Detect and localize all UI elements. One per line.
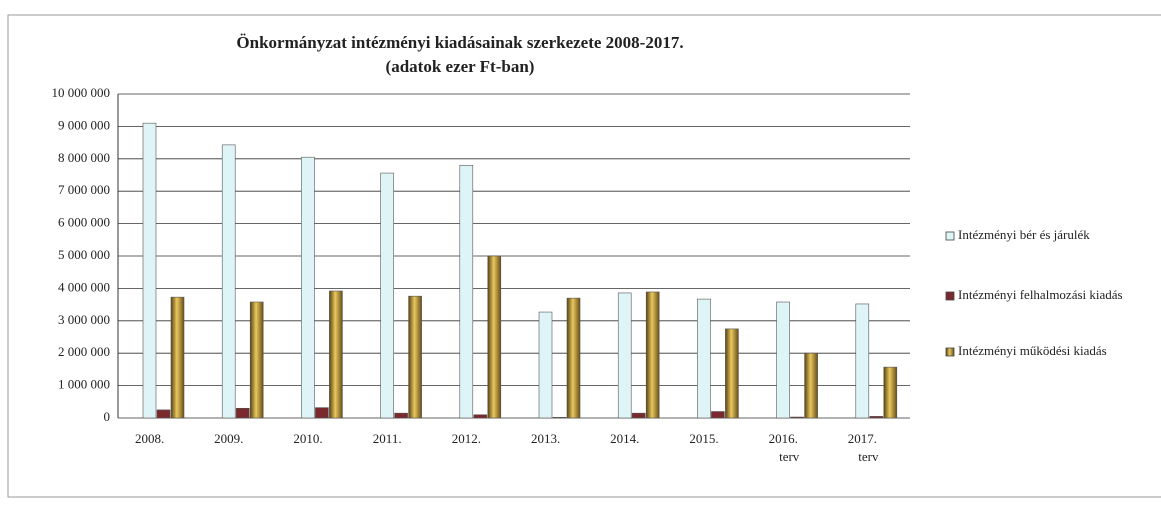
bar <box>711 411 725 419</box>
bar <box>697 298 711 419</box>
y-tick-label: 10 000 000 <box>52 85 111 100</box>
bar <box>170 296 185 419</box>
bar <box>617 292 632 419</box>
bar <box>776 301 790 419</box>
y-tick-label: 8 000 000 <box>58 150 110 165</box>
chart-title: Önkormányzat intézményi kiadásainak szer… <box>236 33 683 52</box>
bar <box>156 409 171 419</box>
bar <box>538 311 553 419</box>
x-tick-label: 2017. terv <box>848 431 879 464</box>
x-tick-label: 2008. <box>135 431 164 446</box>
bar <box>249 301 264 419</box>
x-tick-label: 2015. <box>689 431 718 446</box>
x-tick-label: 2010. <box>293 431 322 446</box>
bar <box>394 412 408 419</box>
bar <box>552 417 567 419</box>
bar <box>380 172 394 419</box>
bar <box>804 352 818 419</box>
x-tick-label: 2011. <box>373 431 402 446</box>
y-tick-label: 6 000 000 <box>58 215 110 230</box>
bar <box>408 295 422 419</box>
bar <box>566 297 581 419</box>
legend-label: Intézményi bér és járulék <box>958 227 1090 242</box>
bar <box>459 164 474 419</box>
legend-label: Intézményi felhalmozási kiadás <box>958 287 1123 302</box>
bar <box>869 416 884 419</box>
y-tick-label: 0 <box>104 409 111 424</box>
legend-label: Intézményi működési kiadás <box>958 343 1107 358</box>
bar <box>855 303 870 419</box>
legend-swatch <box>945 347 955 357</box>
legend-swatch <box>945 231 955 241</box>
x-tick-label: 2009. <box>214 431 243 446</box>
bar <box>142 122 157 419</box>
bar <box>487 255 502 419</box>
bar <box>883 366 898 419</box>
bar <box>790 416 804 419</box>
x-tick-label: 2012. <box>452 431 481 446</box>
y-tick-label: 1 000 000 <box>58 377 110 392</box>
y-tick-label: 5 000 000 <box>58 247 110 262</box>
bar <box>329 290 343 419</box>
y-tick-label: 2 000 000 <box>58 344 110 359</box>
bar <box>725 328 739 419</box>
bar <box>473 414 488 419</box>
bar <box>645 291 660 419</box>
legend-swatch <box>945 291 955 301</box>
x-tick-label: 2013. <box>531 431 560 446</box>
y-tick-label: 7 000 000 <box>58 182 110 197</box>
bar <box>221 144 236 419</box>
bar <box>235 407 250 419</box>
frame <box>7 14 1161 498</box>
x-tick-label: 2014. <box>610 431 639 446</box>
x-tick-label: 2016. terv <box>769 431 800 464</box>
y-tick-label: 3 000 000 <box>58 312 110 327</box>
chart-subtitle: (adatok ezer Ft-ban) <box>386 57 535 76</box>
y-tick-label: 4 000 000 <box>58 279 110 294</box>
bar <box>631 412 646 419</box>
y-tick-label: 9 000 000 <box>58 117 110 132</box>
bar <box>315 407 329 419</box>
bar <box>301 156 315 419</box>
